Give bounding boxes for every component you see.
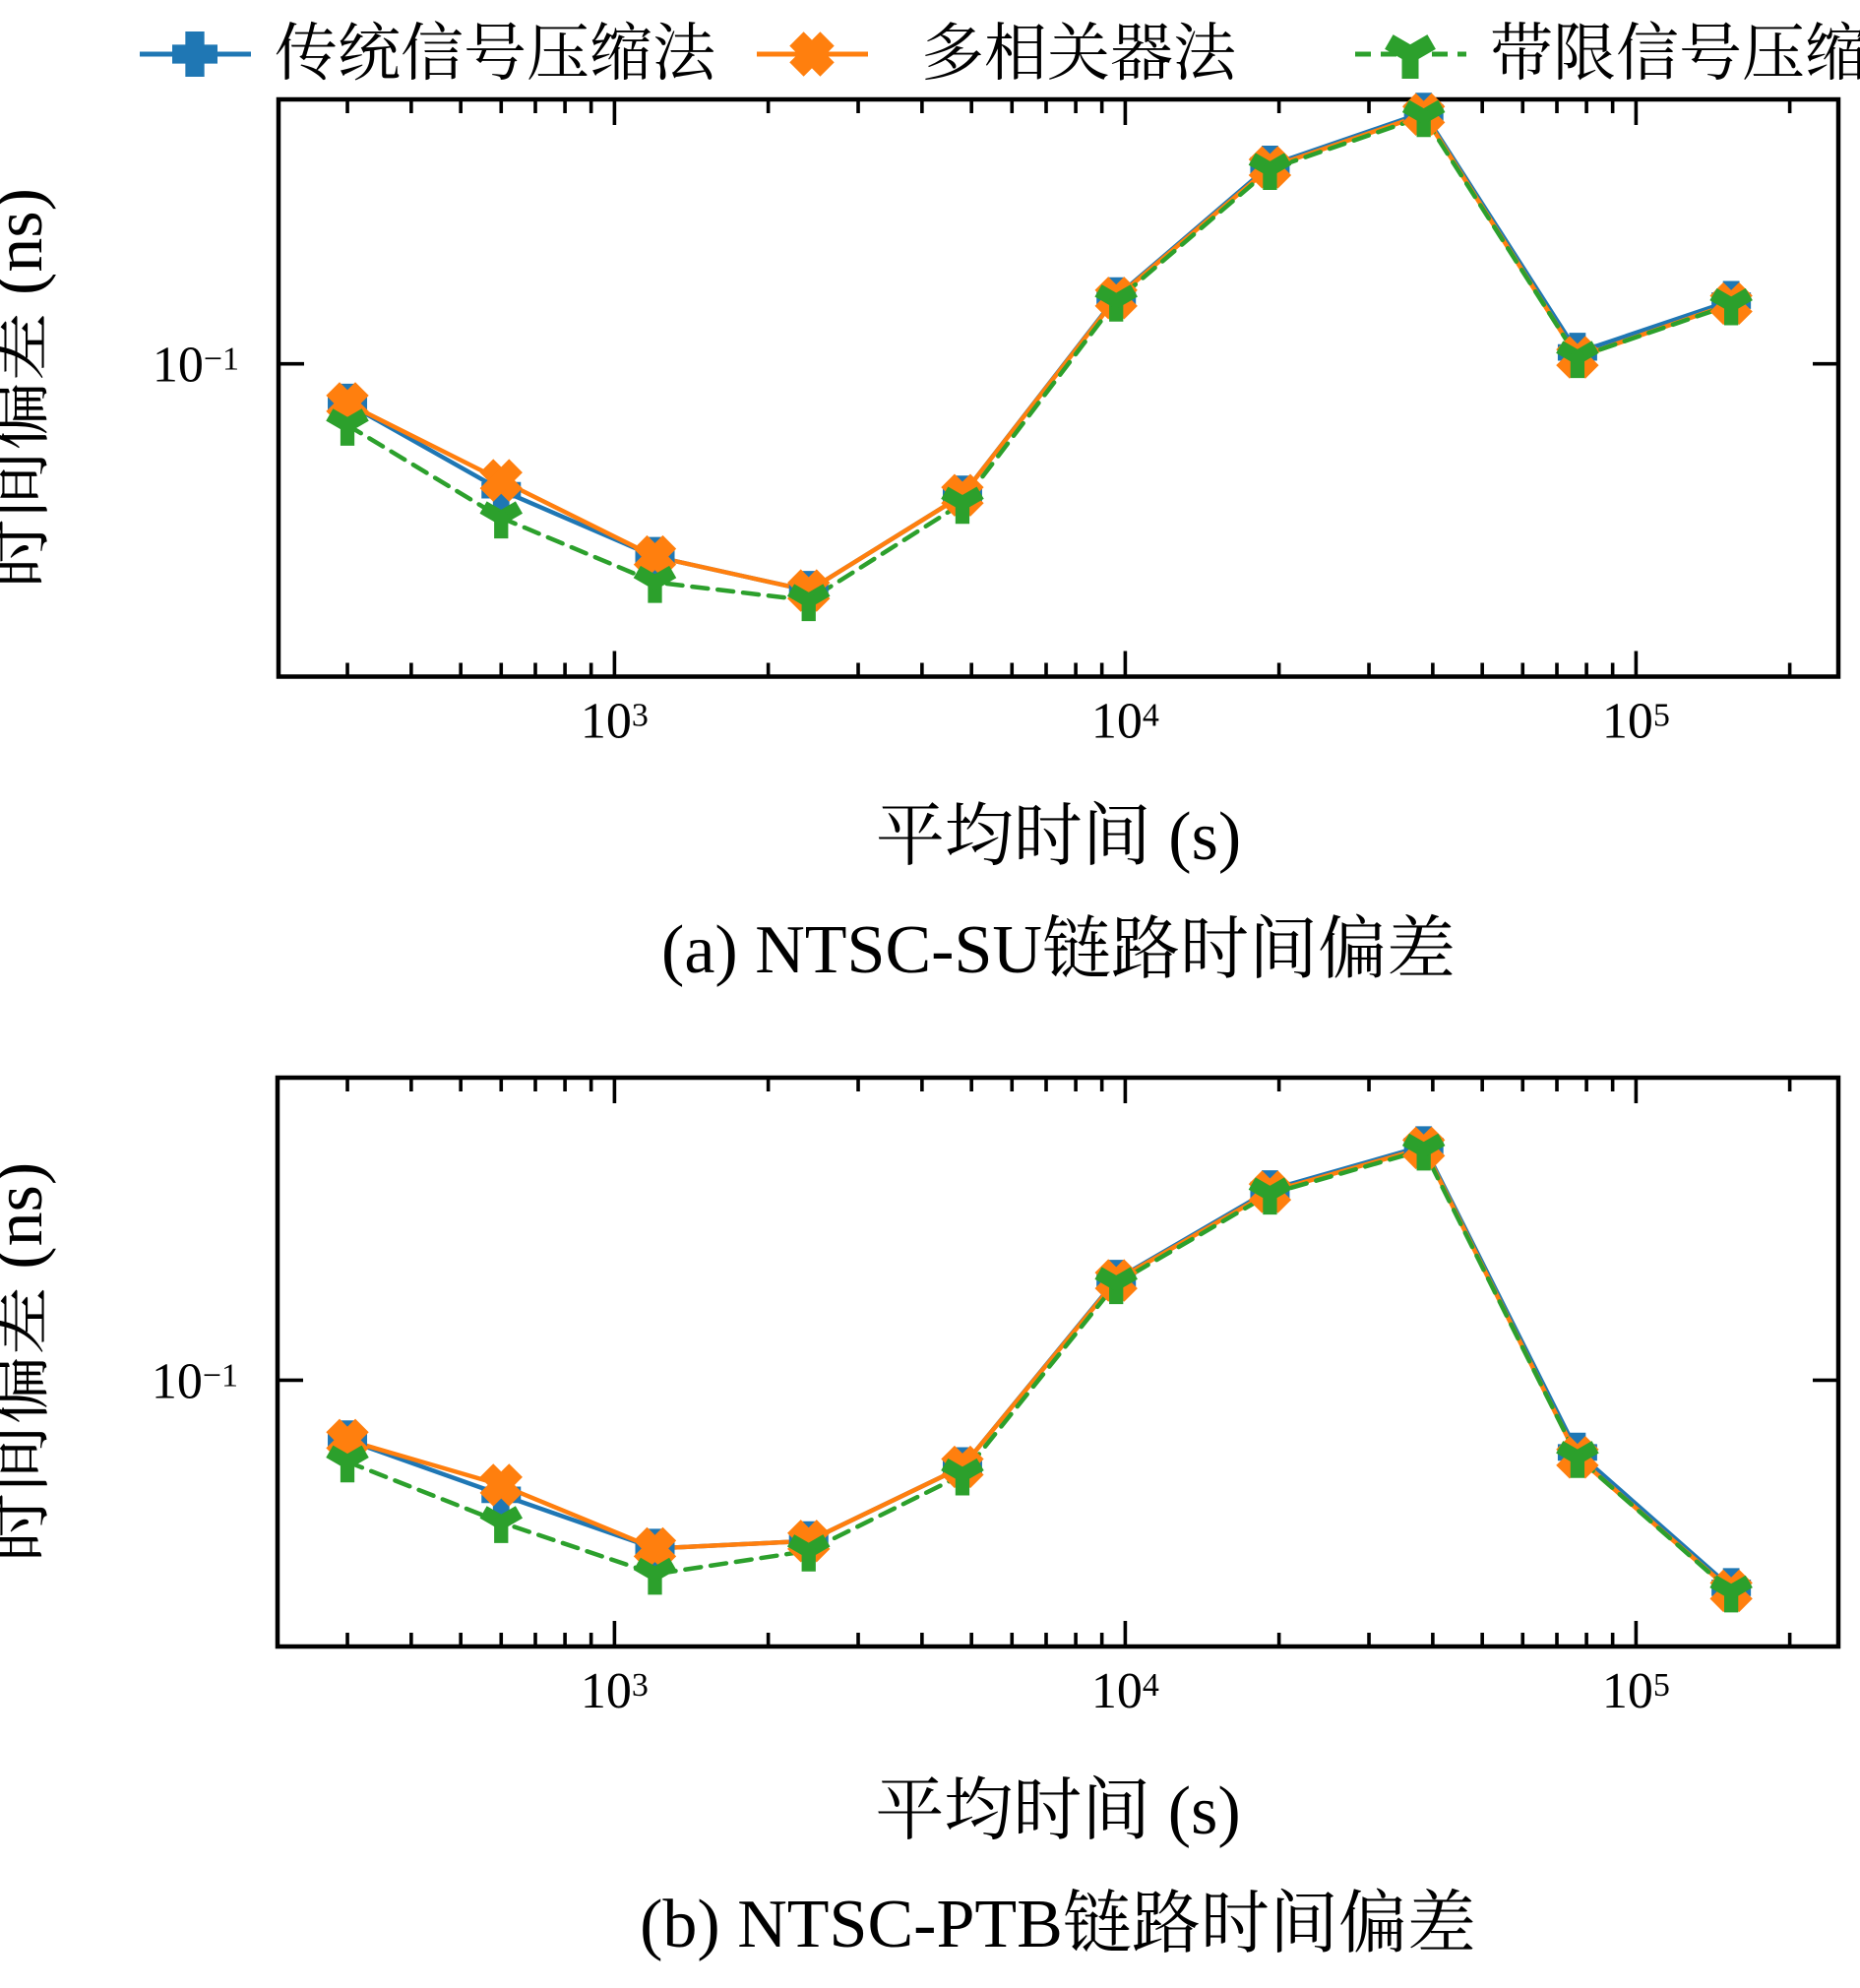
svg-text:时间偏差 (ns): 时间偏差 (ns): [0, 1162, 57, 1562]
svg-text:传统信号压缩法: 传统信号压缩法: [275, 19, 716, 89]
svg-text:(a) NTSC-SU链路时间偏差: (a) NTSC-SU链路时间偏差: [661, 912, 1456, 988]
svg-text:(b) NTSC-PTB链路时间偏差: (b) NTSC-PTB链路时间偏差: [640, 1887, 1476, 1962]
svg-text:平均时间 (s): 平均时间 (s): [875, 1773, 1240, 1849]
svg-text:时间偏差 (ns): 时间偏差 (ns): [0, 188, 57, 588]
svg-text:带限信号压缩法: 带限信号压缩法: [1490, 19, 1860, 89]
svg-text:多相关器法: 多相关器法: [921, 19, 1237, 89]
svg-text:平均时间 (s): 平均时间 (s): [876, 799, 1241, 875]
